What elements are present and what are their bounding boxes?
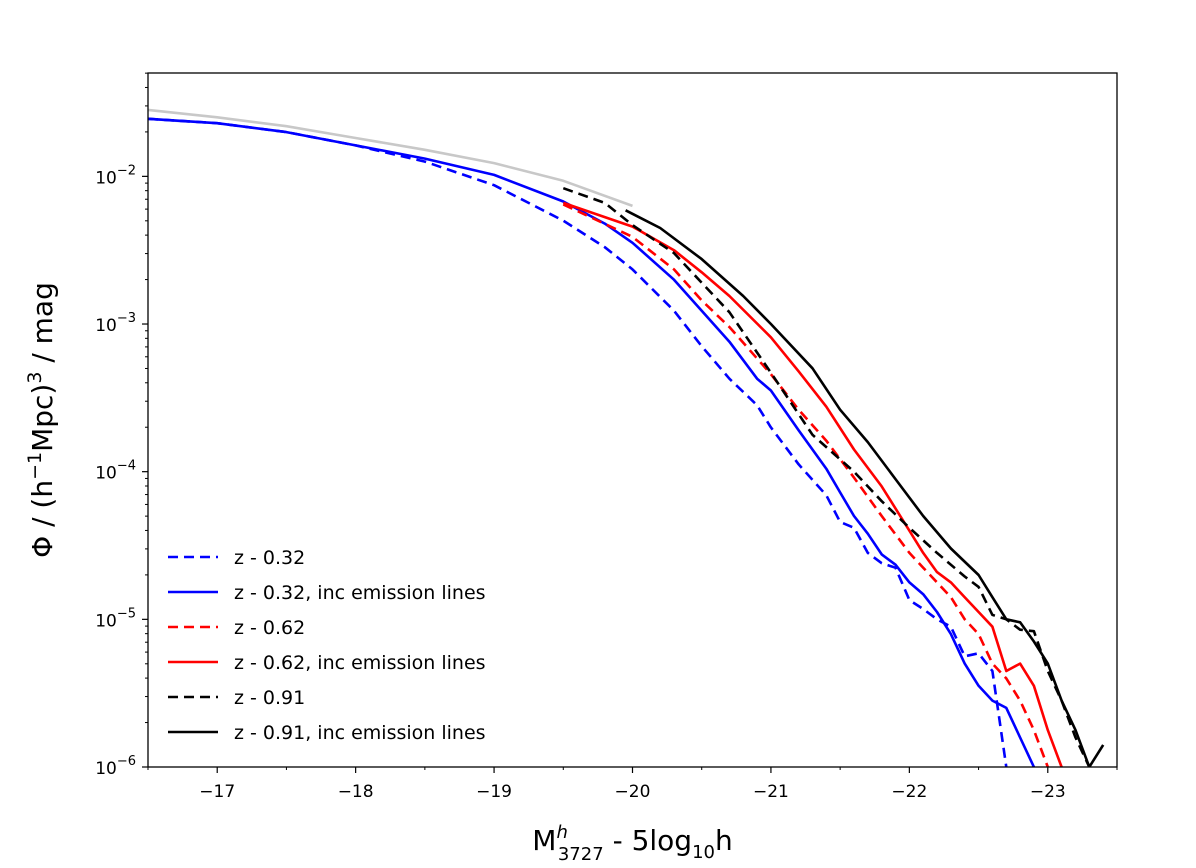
series-line-z-0.32-inc (148, 117, 1036, 767)
x-tick-label: −21 (753, 782, 789, 802)
x-tick-label: −18 (338, 782, 374, 802)
series-line-faint-extension-grey (148, 108, 633, 208)
y-tick-label: 10−2 (95, 163, 136, 188)
legend-label-z-0.91: z - 0.91 (234, 687, 305, 709)
y-tick-label: 10−4 (95, 459, 136, 484)
y-tick-label: 10−5 (95, 606, 136, 631)
y-tick-label: 10−6 (95, 754, 136, 779)
y-axis-label: Φ / (h−1Mpc)3 / mag (24, 282, 59, 558)
series-line-z-0.91-inc (625, 209, 1105, 767)
legend-label-z-0.91-inc: z - 0.91, inc emission lines (234, 722, 486, 744)
legend-label-z-0.32-inc: z - 0.32, inc emission lines (234, 582, 486, 604)
legend-label-z-0.62-inc: z - 0.62, inc emission lines (234, 652, 486, 674)
x-tick-label: −19 (476, 782, 512, 802)
series-line-z-0.62-inc (562, 201, 1063, 767)
legend-label-z-0.62: z - 0.62 (234, 617, 305, 639)
y-tick-label: 10−3 (95, 311, 136, 336)
x-tick-label: −23 (1030, 782, 1066, 802)
series-line-z-0.91 (562, 186, 1091, 767)
x-tick-label: −17 (199, 782, 235, 802)
legend-label-z-0.32: z - 0.32 (234, 547, 305, 569)
x-axis-label: Mh 3727 - 5log10h (532, 822, 732, 864)
x-tick-label: −22 (891, 782, 927, 802)
legend: z - 0.32 z - 0.32, inc emission lines z - … (168, 547, 486, 744)
x-tick-label: −20 (615, 782, 651, 802)
series-line-z-0.62 (562, 203, 1050, 767)
